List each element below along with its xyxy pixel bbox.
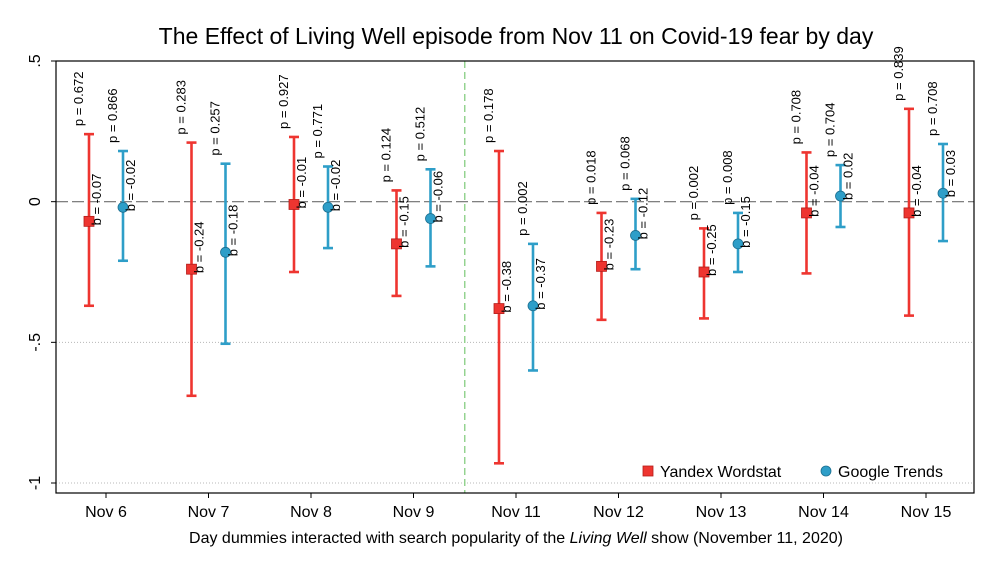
yandex-wordstat-point-1 — [186, 263, 197, 275]
google-trends-b-label-5: b = -0.12 — [636, 188, 651, 240]
yandex-wordstat-b-label-2: b = -0.01 — [294, 157, 309, 209]
x-tick-label-5: Nov 12 — [593, 504, 644, 521]
x-axis-label-italic: Living Well — [570, 530, 648, 547]
x-tick-label-1: Nov 7 — [188, 504, 230, 521]
yandex-wordstat-point-8 — [903, 207, 915, 219]
google-trends-point-1 — [220, 246, 231, 258]
plot-frame — [55, 60, 975, 494]
series-layer — [83, 107, 949, 465]
yandex-wordstat-p-label-4: p = 0.178 — [481, 88, 496, 143]
yandex-wordstat-p-label-5: p = 0.018 — [584, 150, 599, 205]
google-trends-point-8 — [937, 187, 949, 199]
x-tick-label-8: Nov 15 — [901, 504, 952, 521]
google-trends-point-6 — [732, 238, 744, 250]
yandex-wordstat-p-label-7: p = 0.708 — [789, 90, 804, 145]
yandex-wordstat-point-3 — [391, 238, 402, 250]
yandex-wordstat-b-label-7: b = -0.04 — [807, 165, 822, 217]
yandex-wordstat-p-label-6: p = 0.002 — [686, 166, 701, 221]
google-trends-b-label-4: b = -0.37 — [533, 258, 548, 310]
x-tick-label-0: Nov 6 — [85, 504, 127, 521]
google-trends-point-0 — [117, 201, 129, 213]
legend-layer: Yandex Wordstat Google Trends — [642, 464, 943, 481]
google-trends-p-label-3: p = 0.512 — [413, 107, 428, 162]
google-trends-b-label-6: b = -0.15 — [738, 196, 753, 248]
google-trends-b-label-8: b = 0.03 — [943, 150, 958, 197]
yandex-wordstat-point-7 — [801, 207, 812, 219]
google-trends-point-4 — [527, 300, 539, 312]
axis-layer: .5 0 -.5 -1 Nov 6 Nov 7 Nov 8 Nov 9 Nov 11 Nov 12… — [27, 54, 951, 521]
google-trends-b-label-0: b = -0.02 — [123, 160, 138, 212]
yandex-wordstat-p-label-1: p = 0.283 — [174, 80, 189, 135]
yandex-wordstat-p-label-0: p = 0.672 — [71, 72, 86, 127]
google-trends-p-label-4: p = 0.002 — [515, 181, 530, 236]
y-tick-label-3: -1 — [27, 476, 44, 490]
legend-google-trends-marker — [820, 465, 832, 477]
yandex-wordstat-b-label-3: b = -0.15 — [397, 196, 412, 248]
x-tick-label-7: Nov 14 — [798, 504, 849, 521]
annotation-layer: b = -0.07 p = 0.672 b = -0.24 p = 0.283 b = … — [71, 46, 958, 312]
google-trends-point-2 — [322, 201, 334, 213]
yandex-wordstat-point-6 — [698, 266, 710, 278]
google-trends-p-label-6: p = 0.008 — [720, 150, 735, 205]
yandex-wordstat-b-label-4: b = -0.38 — [499, 261, 514, 313]
google-trends-b-label-2: b = -0.02 — [328, 160, 343, 212]
yandex-wordstat-p-label-3: p = 0.124 — [379, 128, 394, 183]
x-tick-label-6: Nov 13 — [696, 504, 747, 521]
yandex-wordstat-b-label-1: b = -0.24 — [192, 221, 207, 273]
google-trends-p-label-2: p = 0.771 — [310, 104, 325, 159]
yandex-wordstat-b-label-5: b = -0.23 — [602, 219, 617, 271]
yandex-wordstat-point-2 — [288, 199, 300, 210]
yandex-wordstat-p-label-8: p = 0.839 — [891, 46, 906, 101]
google-trends-point-3 — [425, 213, 436, 224]
x-tick-label-3: Nov 9 — [393, 504, 435, 521]
google-trends-p-label-5: p = 0.068 — [618, 136, 633, 191]
x-axis-label: Day dummies interacted with search popul… — [189, 530, 843, 547]
y-tick-label-0: .5 — [27, 54, 44, 67]
x-tick-label-2: Nov 8 — [290, 504, 332, 521]
legend-yandex-wordstat-marker — [642, 465, 654, 477]
yandex-wordstat-point-0 — [83, 215, 95, 227]
yandex-wordstat-b-label-6: b = -0.25 — [704, 224, 719, 276]
google-trends-b-label-1: b = -0.18 — [226, 205, 241, 257]
google-trends-p-label-1: p = 0.257 — [208, 101, 223, 156]
y-tick-label-1: 0 — [27, 197, 44, 206]
yandex-wordstat-point-5 — [596, 260, 607, 272]
y-tick-label-2: -.5 — [27, 333, 44, 352]
google-trends-b-label-7: b = 0.02 — [841, 153, 856, 200]
yandex-wordstat-p-label-2: p = 0.927 — [276, 74, 291, 129]
yandex-wordstat-b-label-0: b = -0.07 — [89, 174, 104, 226]
google-trends-b-label-3: b = -0.06 — [431, 171, 446, 223]
yandex-wordstat-point-4 — [493, 303, 505, 314]
google-trends-p-label-0: p = 0.866 — [105, 88, 120, 143]
x-axis-label-suffix: show (November 11, 2020) — [647, 530, 843, 547]
chart-title: The Effect of Living Well episode from N… — [159, 23, 874, 49]
x-axis-label-prefix: Day dummies interacted with search popul… — [189, 530, 570, 547]
google-trends-p-label-8: p = 0.708 — [925, 81, 940, 136]
legend-google-trends-label: Google Trends — [838, 464, 943, 481]
google-trends-p-label-7: p = 0.704 — [823, 103, 838, 158]
google-trends-point-7 — [835, 190, 846, 202]
legend-yandex-wordstat-label: Yandex Wordstat — [660, 464, 782, 481]
yandex-wordstat-b-label-8: b = -0.04 — [909, 165, 924, 217]
x-tick-label-4: Nov 11 — [491, 504, 541, 521]
google-trends-point-5 — [630, 230, 641, 241]
